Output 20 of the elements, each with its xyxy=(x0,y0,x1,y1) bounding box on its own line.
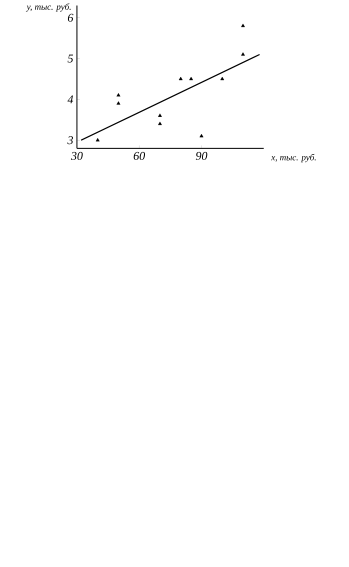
point xyxy=(241,24,246,28)
point xyxy=(200,134,204,138)
point xyxy=(158,122,162,126)
point xyxy=(241,52,246,56)
x-tick-label: 30 xyxy=(71,152,83,160)
point xyxy=(189,76,194,80)
x-axis-title: x, тыс. руб. xyxy=(271,154,316,162)
y-axis-title: y, тыс. руб. xyxy=(26,3,71,12)
y-tick-label: 6 xyxy=(68,14,74,22)
y-tick-label: 4 xyxy=(68,95,74,104)
y-tick-label: 5 xyxy=(68,54,74,63)
point xyxy=(116,101,121,105)
y-tick-label: 3 xyxy=(68,136,74,144)
point xyxy=(158,114,162,117)
point xyxy=(116,93,121,96)
x-tick-label: 60 xyxy=(134,152,146,160)
point xyxy=(96,138,100,142)
point xyxy=(220,76,224,80)
x-tick-label: 90 xyxy=(196,152,208,160)
point xyxy=(178,76,183,80)
